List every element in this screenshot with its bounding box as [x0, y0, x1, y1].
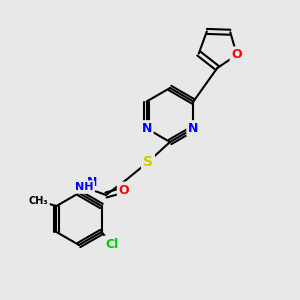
Text: N: N: [141, 122, 152, 135]
Text: Cl: Cl: [105, 238, 118, 250]
Text: O: O: [232, 48, 242, 61]
Text: NH: NH: [75, 182, 93, 192]
Text: N: N: [188, 122, 199, 135]
Text: N: N: [87, 176, 97, 188]
Text: S: S: [143, 155, 153, 169]
Text: H: H: [80, 182, 88, 192]
Text: CH₃: CH₃: [29, 196, 48, 206]
Text: O: O: [119, 184, 129, 196]
